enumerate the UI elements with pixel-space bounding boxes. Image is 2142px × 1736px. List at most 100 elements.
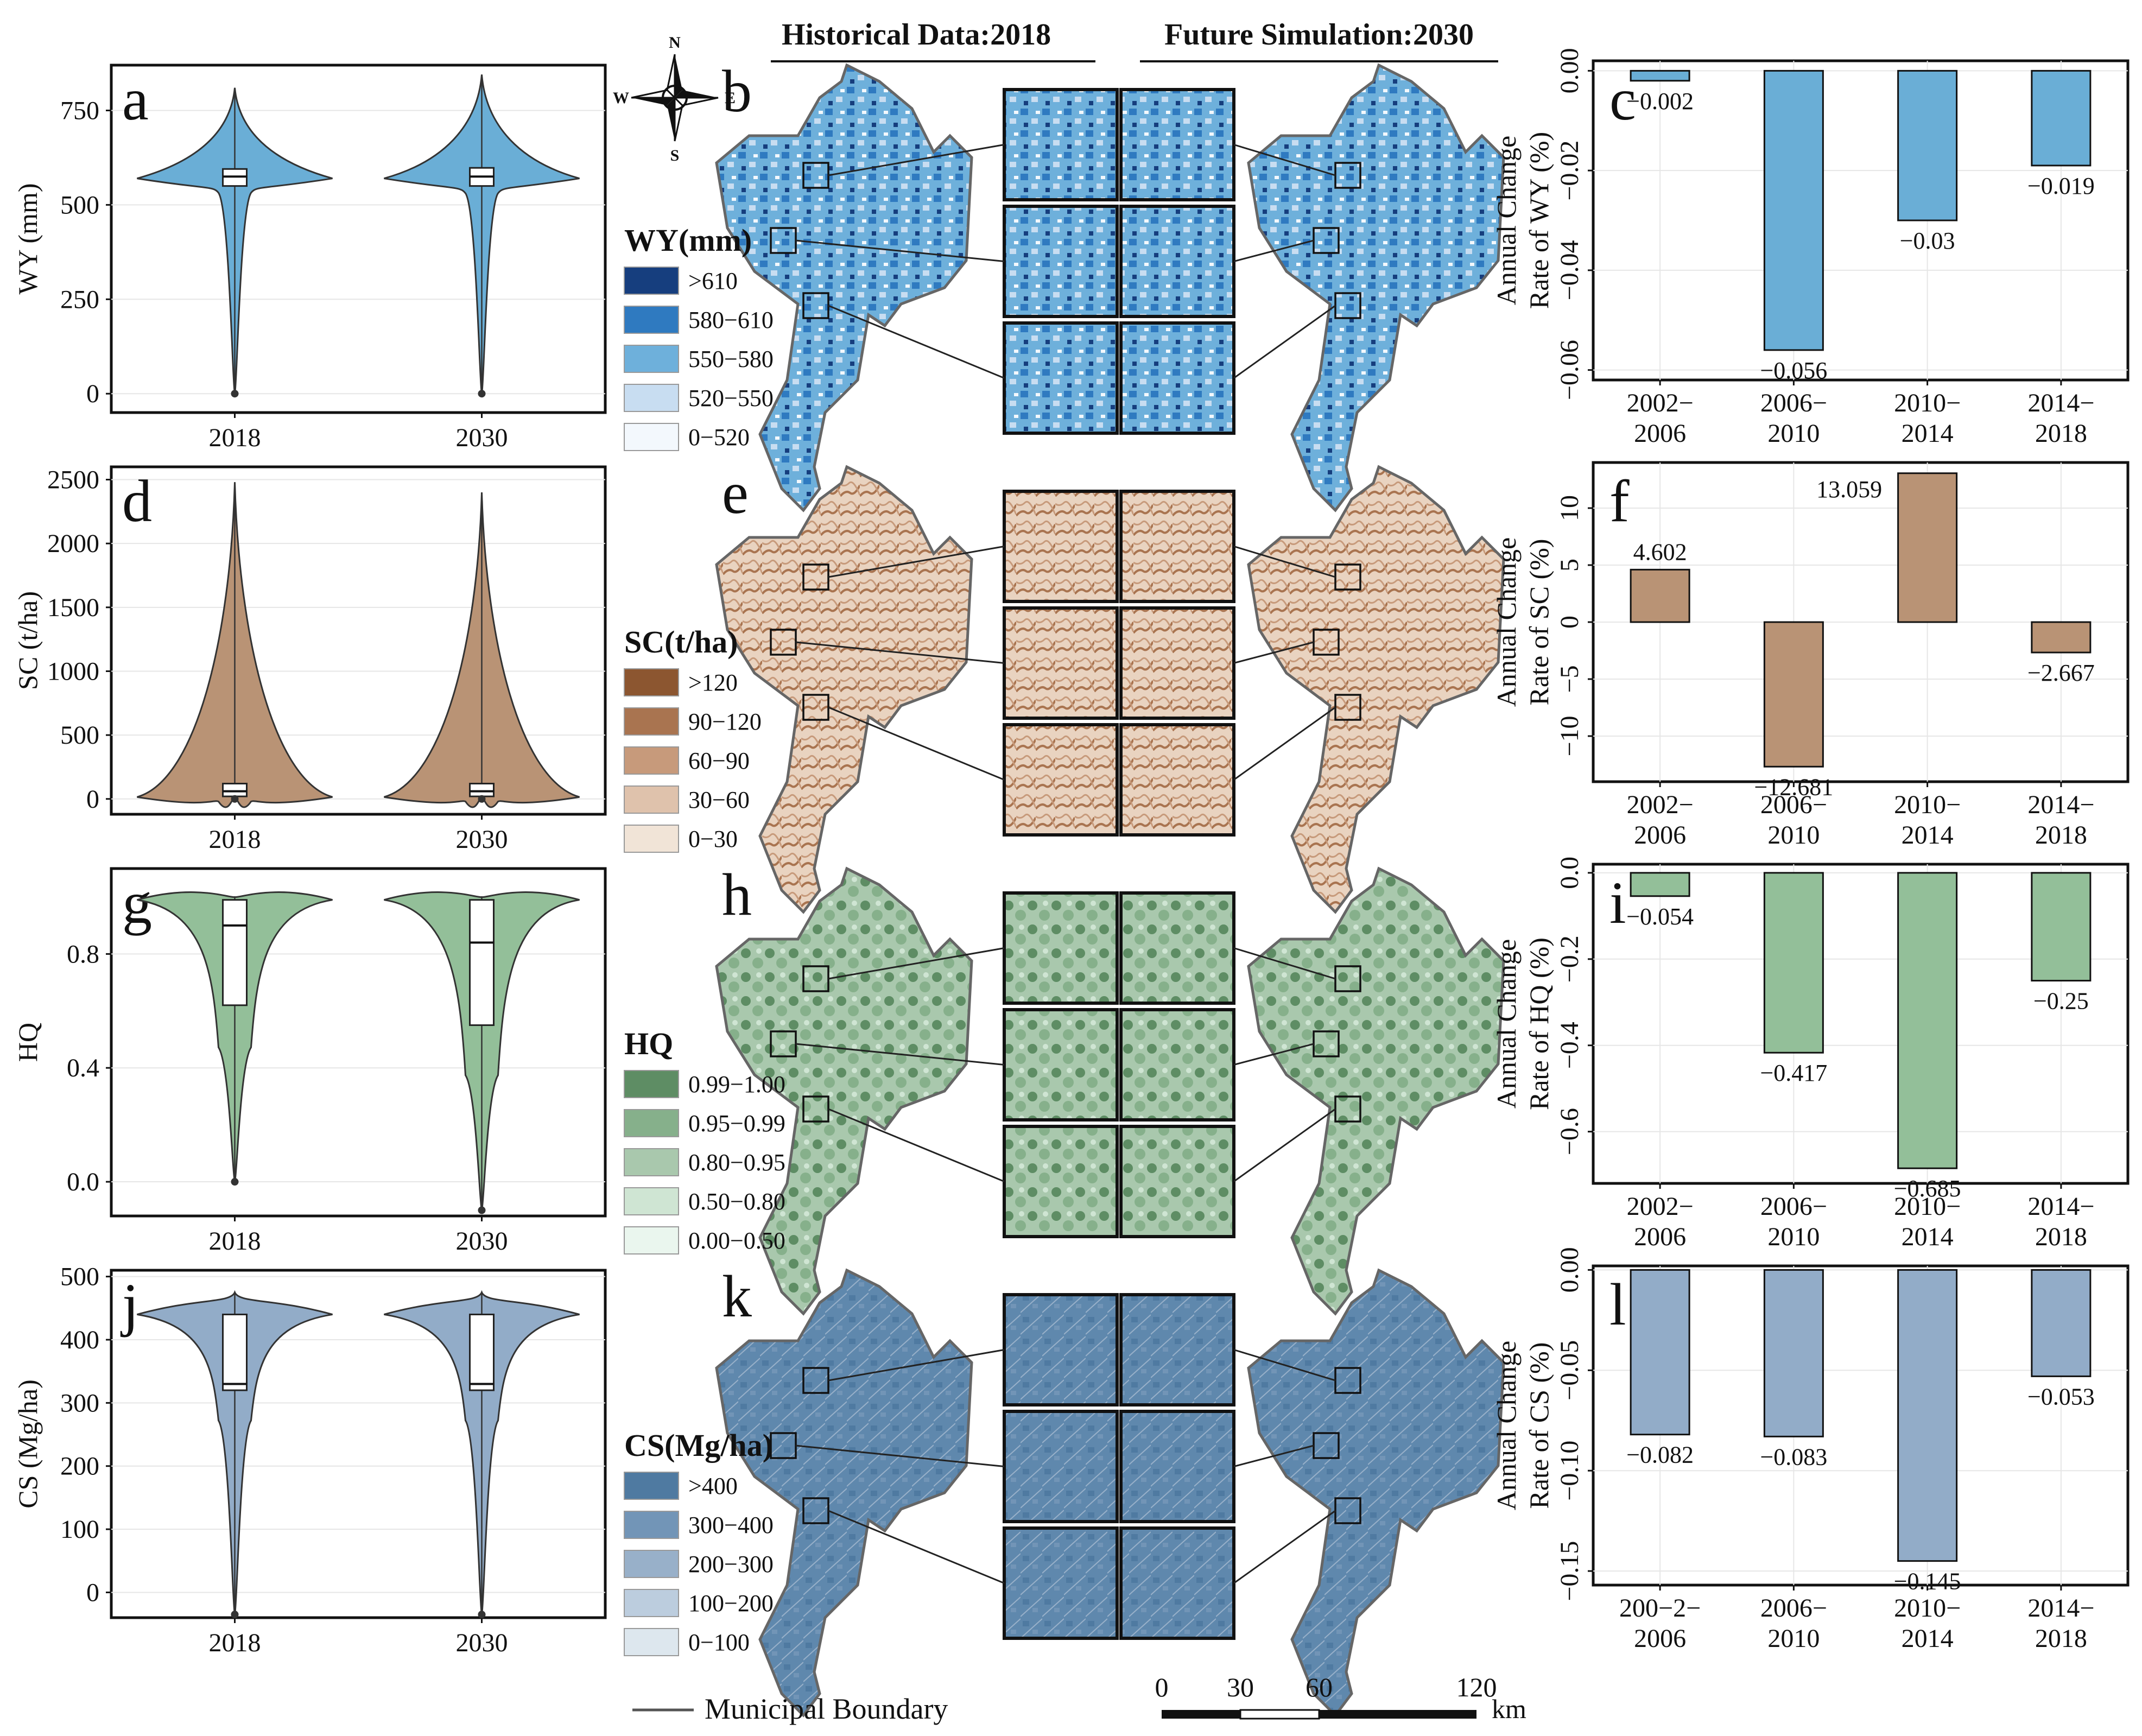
violin-ytick-label: 0 <box>86 379 99 408</box>
leader-line <box>1233 1108 1336 1182</box>
violin-ytick-label: 400 <box>60 1326 99 1354</box>
inset-2030-2 <box>1121 323 1234 433</box>
violin-box <box>222 899 248 1006</box>
bar-ytick-label: −0.4 <box>1555 1022 1584 1069</box>
bar-xtick-label-top: 2010− <box>1894 1594 1961 1623</box>
legend-swatch <box>624 1187 679 1215</box>
bar-panel-i: −0.6 −0.4 −0.2 0.0 Annual Change Rate of HQ (… <box>1491 857 2130 1251</box>
legend-swatch <box>624 1070 679 1098</box>
bar-ytick-label: −0.05 <box>1555 1340 1584 1401</box>
bar-1 <box>1763 1269 1824 1437</box>
bar-value-label: −0.056 <box>1760 357 1827 384</box>
bar-ytick-label: −0.04 <box>1555 240 1584 300</box>
violin-ytick-label: 500 <box>60 191 99 219</box>
bar-xtick-label-top: 2014− <box>2027 1594 2094 1623</box>
legend-label: >400 <box>688 1473 738 1499</box>
boundary-label: Municipal Boundary <box>705 1693 948 1725</box>
violin-ytick-label: 200 <box>60 1452 99 1481</box>
leader-line <box>1233 546 1336 578</box>
legend-swatch <box>624 1589 679 1617</box>
bar-ylabel-line2: Rate of CS (%) <box>1524 1342 1554 1509</box>
violin-xtick-label: 2030 <box>456 825 508 854</box>
leader-line <box>828 1108 1005 1182</box>
map-2018-region <box>715 1268 973 1718</box>
inset-2030-0 <box>1121 1295 1234 1405</box>
violin-ytick-label: 500 <box>60 721 99 750</box>
north-arrow-icon: N S E W <box>613 34 736 164</box>
leader-line <box>1233 1349 1336 1382</box>
inset-2018-0 <box>1004 1295 1117 1405</box>
legend-swatch <box>624 707 679 736</box>
violin-panel-d: 0 500 1000 1500 2000 2500 SC (t/ha) d 2018 2030 <box>12 465 607 854</box>
row-sc: 0 500 1000 1500 2000 2500 SC (t/ha) d 2018 2030 e S… <box>12 460 2130 914</box>
bar-xtick-label-top: 2014− <box>2027 1192 2094 1221</box>
bar-xtick-label-bottom: 2010 <box>1767 1222 1820 1251</box>
panel-letter-e: e <box>722 460 749 526</box>
compass-w: W <box>613 89 629 107</box>
bar-xtick-label-bottom: 2006 <box>1634 1222 1686 1251</box>
bar-xtick-label-bottom: 2010 <box>1767 419 1820 448</box>
map-2030-region <box>1247 63 1505 512</box>
bar-ytick-label: 5 <box>1555 559 1584 572</box>
legend-label: 0−100 <box>688 1629 750 1656</box>
legend-swatch <box>624 668 679 696</box>
compass-n: N <box>669 34 681 52</box>
violin-outlier <box>478 1611 486 1619</box>
map-panel-e: e <box>715 460 1505 914</box>
inset-2018-1 <box>1004 1411 1117 1522</box>
violin-xtick-label: 2018 <box>209 1227 261 1256</box>
header-future: Future Simulation:2030 <box>1164 18 1474 52</box>
bar-xtick-label-top: 2002− <box>1627 389 1694 417</box>
map-panel-b: b <box>715 58 1505 512</box>
panel-letter-i: i <box>1609 870 1626 936</box>
legend-label: 0.50−0.80 <box>688 1188 785 1215</box>
violin-ytick-label: 1000 <box>47 657 99 686</box>
bar-value-label: −2.667 <box>2027 660 2095 686</box>
legend-wy: WY(mm) >610 580−610 550−580 520−550 0−520 <box>624 223 774 451</box>
legend-swatch <box>624 1472 679 1500</box>
leader-line <box>1233 706 1336 781</box>
violin-ylabel: CS (Mg/ha) <box>12 1379 43 1509</box>
panel-letter-b: b <box>722 58 752 124</box>
leader-line <box>828 706 1005 781</box>
inset-2018-1 <box>1004 608 1117 718</box>
legend-swatch <box>624 345 679 373</box>
inset-2018-0 <box>1004 90 1117 200</box>
bar-xtick-label-bottom: 2006 <box>1634 1624 1686 1653</box>
leader-line <box>1233 239 1314 262</box>
legend-label: 0.00−0.50 <box>688 1227 785 1254</box>
legend-label: 0−30 <box>688 826 738 852</box>
bar-1 <box>1763 69 1824 351</box>
inset-2030-1 <box>1121 206 1234 316</box>
bar-xtick-label-bottom: 2018 <box>2035 419 2087 448</box>
bar-value-label: −0.082 <box>1626 1442 1694 1468</box>
violin-panel-a: 0 250 500 750 WY (mm) a 2018 2030 <box>12 64 607 452</box>
bar-ytick-label: −0.06 <box>1555 340 1584 400</box>
bar-value-label: −0.083 <box>1760 1443 1827 1470</box>
legend-title: WY(mm) <box>624 223 752 258</box>
bar-2 <box>1897 472 1958 623</box>
bar-value-label: −0.019 <box>2027 173 2095 199</box>
violin-ytick-label: 0 <box>86 785 99 814</box>
map-panel-h: h <box>715 861 1505 1316</box>
bar-ylabel-line1: Annual Change <box>1491 939 1522 1108</box>
violin-outlier <box>478 795 486 803</box>
leader-line <box>1233 947 1336 980</box>
inset-2030-0 <box>1121 90 1234 200</box>
leader-line <box>795 641 1005 664</box>
violin-ytick-label: 0.8 <box>67 940 99 968</box>
scale-tick-30: 30 <box>1227 1672 1254 1702</box>
leader-line <box>828 1510 1005 1584</box>
bar-ylabel-line2: Rate of SC (%) <box>1524 539 1554 706</box>
bar-xtick-label-bottom: 2014 <box>1902 1222 1954 1251</box>
header-historical: Historical Data:2018 <box>782 18 1051 52</box>
bar-xtick-label-top: 2002− <box>1627 790 1694 819</box>
panel-letter-j: j <box>120 1271 139 1338</box>
violin-outlier <box>231 390 239 398</box>
legend-label: 300−400 <box>688 1512 774 1538</box>
bar-3 <box>2031 69 2092 167</box>
scale-bar: 0 30 60 120 km <box>1155 1672 1527 1724</box>
bar-0 <box>1630 568 1690 623</box>
bar-xtick-label-top: 2010− <box>1894 790 1961 819</box>
bar-xtick-label-bottom: 2006 <box>1634 821 1686 850</box>
